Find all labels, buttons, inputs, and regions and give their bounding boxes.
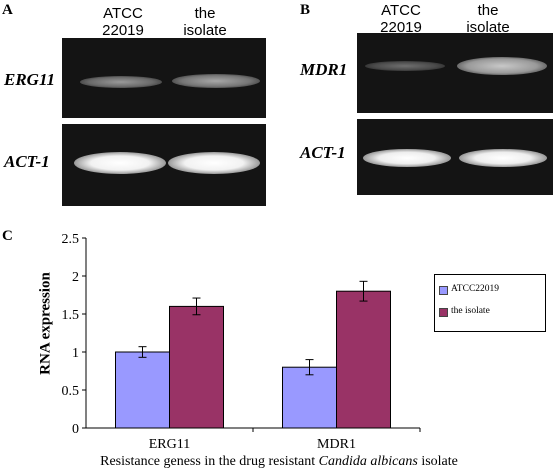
panel-b-gel-top — [357, 33, 553, 113]
bar-erg11-series-0 — [115, 351, 170, 429]
x-tick-label: MDR1 — [317, 437, 356, 452]
x-tick-label: ERG11 — [149, 437, 190, 452]
panel-a-lane-isolate-label: the isolate — [183, 5, 227, 39]
band-a-erg11-isolate — [172, 74, 260, 88]
legend-swatch-atcc — [439, 286, 448, 295]
legend-label-atcc: ATCC22019 — [451, 284, 500, 294]
y-axis-title: RNA expression — [37, 272, 54, 375]
panel-a-letter: A — [2, 2, 13, 18]
x-axis-title-species: Candida albicans — [318, 454, 418, 469]
panel-a-gene-act1-label: ACT-1 — [4, 152, 50, 171]
bar-erg11-series-1 — [169, 305, 224, 429]
y-tick-label: 1.5 — [62, 308, 80, 323]
panel-a-gene-erg11-label: ERG11 — [4, 70, 56, 89]
legend-label-isolate: the isolate — [451, 306, 490, 316]
panel-a-lane-atcc-label: ATCC 22019 — [102, 5, 144, 39]
band-b-mdr1-atcc — [365, 61, 445, 71]
x-axis-title: Resistance geness in the drug resistant … — [0, 454, 558, 470]
panel-b-letter: B — [300, 2, 311, 18]
y-tick-label: 0 — [72, 422, 79, 437]
band-a-erg11-atcc — [80, 76, 162, 88]
y-tick-label: 2 — [72, 270, 79, 285]
panel-b-gel-bottom — [357, 119, 553, 195]
legend: ATCC22019 the isolate — [434, 274, 546, 332]
legend-swatch-isolate — [439, 308, 448, 317]
x-axis-title-part-3: isolate — [417, 454, 458, 469]
panel-b-lane-atcc-label: ATCC 22019 — [380, 2, 422, 36]
bar-mdr1-series-0 — [282, 366, 337, 429]
panel-a-gel-top — [62, 38, 266, 118]
bar-mdr1-series-1 — [336, 290, 391, 429]
x-axis-title-part-1: Resistance geness in the drug resistant — [100, 454, 319, 469]
band-b-act1-atcc — [363, 149, 451, 167]
y-tick-label: 1 — [72, 346, 79, 361]
panel-b-lane-isolate-label: the isolate — [466, 2, 510, 36]
y-tick-label: 0.5 — [62, 384, 80, 399]
panel-a-gel-bottom — [62, 124, 266, 206]
panel-c-letter: C — [2, 228, 13, 244]
band-b-mdr1-isolate — [457, 57, 547, 75]
band-b-act1-isolate — [459, 149, 547, 167]
panel-b-gene-mdr1-label: MDR1 — [300, 60, 348, 79]
band-a-act1-atcc — [74, 152, 166, 174]
band-a-act1-isolate — [168, 152, 260, 174]
y-tick-label: 2.5 — [62, 232, 80, 247]
panel-b-gene-act1-label: ACT-1 — [300, 143, 346, 162]
